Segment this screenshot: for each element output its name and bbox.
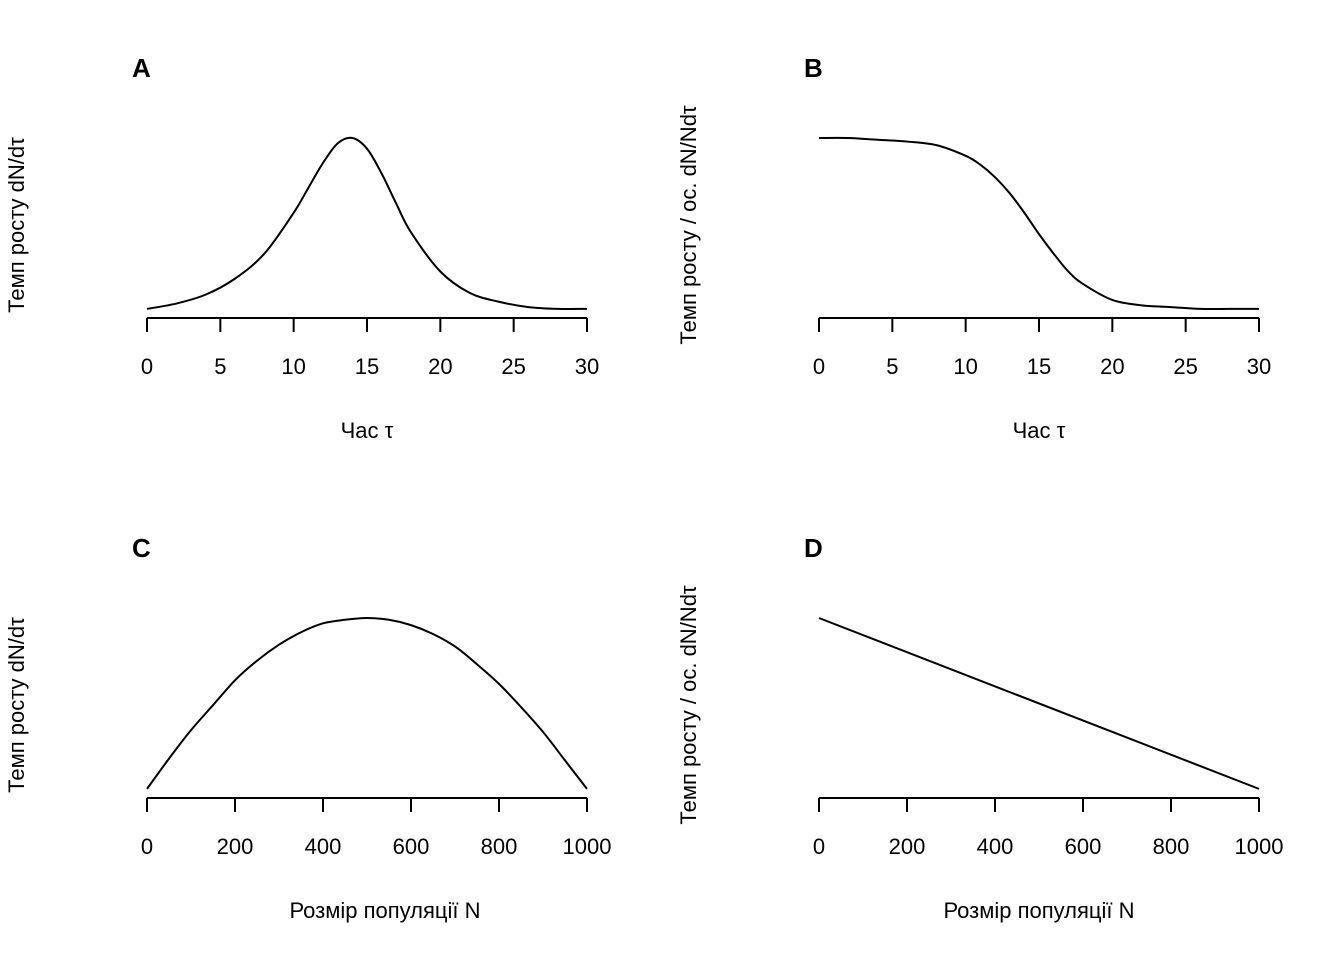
plot-area-c: 0 200 400 600 800 1000 (141, 616, 612, 859)
panel-d: D Темп росту / ос. dN/Ndτ Розмір популяц… (676, 533, 1283, 923)
x-tick-label: 5 (214, 354, 226, 379)
x-tick-label: 30 (575, 354, 599, 379)
x-tick-label: 20 (428, 354, 452, 379)
x-tick-label: 200 (217, 834, 254, 859)
series-line-c (146, 616, 588, 790)
x-tick-label: 0 (141, 354, 153, 379)
panel-a: A Темп росту dN/dτ Час τ 0 5 10 15 20 25 30 (4, 53, 599, 443)
x-tick-label: 10 (953, 354, 977, 379)
panel-letter-d: D (804, 533, 823, 563)
x-tick-label: 1000 (1235, 834, 1284, 859)
x-tick-label: 20 (1100, 354, 1124, 379)
series-line-a (146, 136, 588, 311)
x-tick-label: 0 (813, 354, 825, 379)
x-tick-label: 1000 (563, 834, 612, 859)
x-tick-label: 15 (1027, 354, 1051, 379)
x-tick-label: 400 (977, 834, 1014, 859)
x-tick-label: 15 (355, 354, 379, 379)
x-tick-label: 5 (886, 354, 898, 379)
x-axis-label-c: Розмір популяції N (289, 898, 480, 923)
panel-c: C Темп росту dN/dτ Розмір популяції N 0 2… (4, 533, 611, 923)
x-tick-label: 600 (1065, 834, 1102, 859)
plot-area-d: 0 200 400 600 800 1000 (813, 617, 1284, 859)
x-tick-label: 200 (889, 834, 926, 859)
x-tick-label: 400 (305, 834, 342, 859)
x-axis-label-b: Час τ (1013, 418, 1066, 443)
plot-area-a: 0 5 10 15 20 25 30 (141, 136, 599, 379)
x-tick-label: 800 (481, 834, 518, 859)
panel-b: B Темп росту / ос. dN/Ndτ Час τ 0 5 10 15 20… (676, 53, 1271, 443)
y-axis-label-a: Темп росту dN/dτ (4, 137, 29, 313)
panel-letter-c: C (132, 533, 151, 563)
x-axis-label-a: Час τ (341, 418, 394, 443)
x-tick-label: 600 (393, 834, 430, 859)
plot-area-b: 0 5 10 15 20 25 30 (813, 136, 1271, 379)
x-tick-label: 800 (1153, 834, 1190, 859)
x-tick-label: 0 (141, 834, 153, 859)
x-tick-label: 10 (281, 354, 305, 379)
panel-letter-a: A (132, 53, 151, 83)
y-axis-label-b: Темп росту / ос. dN/Ndτ (676, 105, 701, 345)
series-line-b (818, 136, 1259, 311)
x-tick-label: 0 (813, 834, 825, 859)
panel-letter-b: B (804, 53, 823, 83)
series-line-d (818, 617, 1260, 790)
y-axis-label-c: Темп росту dN/dτ (4, 617, 29, 793)
x-axis-label-d: Розмір популяції N (943, 898, 1134, 923)
x-tick-label: 25 (1173, 354, 1197, 379)
x-tick-label: 25 (501, 354, 525, 379)
y-axis-label-d: Темп росту / ос. dN/Ndτ (676, 585, 701, 825)
x-tick-label: 30 (1247, 354, 1271, 379)
